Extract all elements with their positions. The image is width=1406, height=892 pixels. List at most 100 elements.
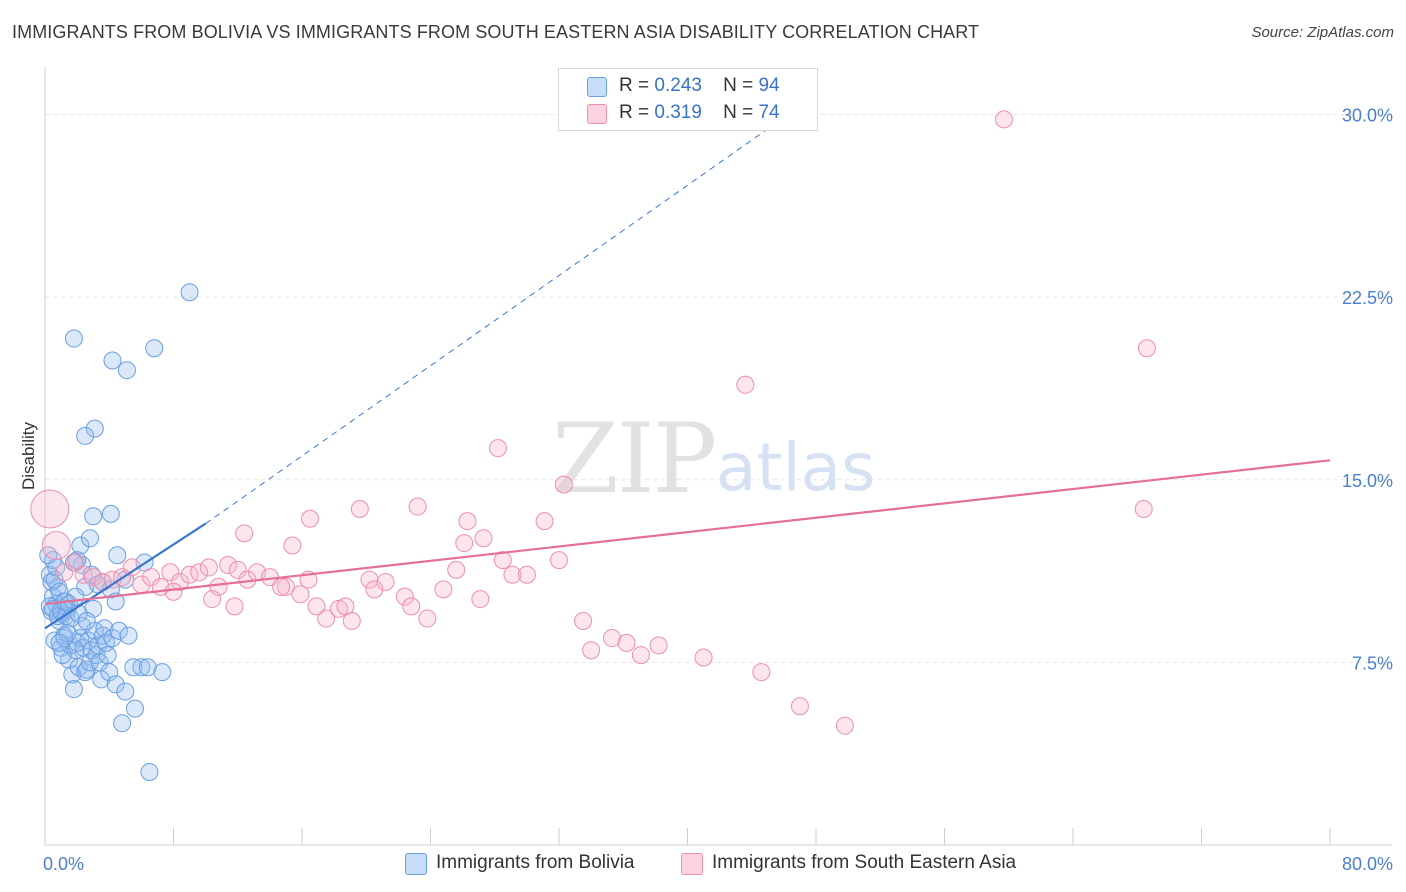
data-point xyxy=(550,551,568,570)
data-point xyxy=(365,580,384,599)
data-point xyxy=(119,626,138,645)
legend-n-label: N = xyxy=(723,75,754,96)
series-bolivia xyxy=(39,283,199,781)
y-tick-label: 22.5% xyxy=(1342,288,1393,308)
axes xyxy=(44,67,1392,846)
trend-line xyxy=(44,522,207,630)
bottom-legend-swatch-bolivia xyxy=(405,853,427,875)
data-point xyxy=(694,648,713,667)
data-point xyxy=(170,573,189,592)
data-point xyxy=(434,580,453,599)
data-point xyxy=(317,609,336,628)
data-point xyxy=(71,536,90,555)
data-point xyxy=(109,621,128,640)
watermark-zip: ZIP xyxy=(552,403,715,515)
data-point xyxy=(617,633,636,652)
trend-line-extension xyxy=(205,94,817,524)
data-point xyxy=(474,529,493,548)
data-point xyxy=(161,563,180,582)
data-point xyxy=(80,529,99,548)
data-point xyxy=(30,489,70,529)
data-point xyxy=(574,611,593,630)
y-tick-label: 30.0% xyxy=(1342,106,1393,126)
data-point xyxy=(113,714,132,733)
data-point xyxy=(98,646,117,665)
data-point xyxy=(458,512,477,531)
watermark-atlas: atlas xyxy=(716,429,876,506)
data-point xyxy=(84,507,103,526)
data-point xyxy=(376,573,395,592)
data-point xyxy=(164,582,183,601)
data-point xyxy=(994,110,1013,129)
data-point xyxy=(125,699,144,718)
data-point xyxy=(835,716,854,735)
x-tick-label: 80.0% xyxy=(1342,854,1393,874)
data-point xyxy=(64,680,83,699)
data-point xyxy=(418,609,437,628)
data-point xyxy=(360,570,379,589)
legend-n-value: 94 xyxy=(758,75,780,96)
data-point xyxy=(503,565,522,584)
data-point xyxy=(736,375,755,394)
bottom-legend-label-sea: Immigrants from South Eastern Asia xyxy=(712,852,1017,873)
data-point xyxy=(41,531,71,561)
data-point xyxy=(203,590,222,609)
data-point xyxy=(116,682,135,701)
data-point xyxy=(493,551,512,570)
legend-n-label: N = xyxy=(723,102,754,123)
data-point xyxy=(582,641,601,660)
tick-labels: 7.5% 15.0% 22.5% 30.0% 0.0% 80.0% xyxy=(43,106,1393,874)
data-point xyxy=(117,361,136,380)
data-point xyxy=(1134,499,1153,518)
x-tick-label: 0.0% xyxy=(43,854,84,874)
y-tick-label: 15.0% xyxy=(1342,471,1393,491)
series-layer xyxy=(30,94,1331,781)
data-point xyxy=(66,587,85,606)
data-point xyxy=(1137,339,1156,358)
data-point xyxy=(106,675,125,694)
gridlines xyxy=(45,114,1392,663)
data-point xyxy=(235,524,254,543)
data-point xyxy=(395,587,414,606)
data-point xyxy=(336,597,355,616)
data-point xyxy=(103,629,122,648)
data-point xyxy=(140,762,159,781)
series-sea xyxy=(30,110,1156,735)
legend-r-value: 0.319 xyxy=(654,102,702,123)
data-point xyxy=(76,426,95,445)
data-point xyxy=(291,585,310,604)
data-point xyxy=(631,646,650,665)
data-point xyxy=(790,697,809,716)
legend: R = 0.243 N = 94 R = 0.319 N = 74 xyxy=(558,68,818,131)
data-point xyxy=(455,534,474,553)
data-point xyxy=(350,499,369,518)
legend-swatch-bolivia xyxy=(587,77,607,97)
legend-r-label: R = xyxy=(619,102,650,123)
data-point xyxy=(199,558,218,577)
legend-stats-bolivia: R = 0.243 N = 94 xyxy=(619,75,780,97)
data-point xyxy=(142,568,161,587)
data-point xyxy=(471,590,490,609)
data-point xyxy=(77,611,96,630)
data-point xyxy=(276,577,295,596)
data-point xyxy=(301,509,320,528)
data-point xyxy=(53,646,72,665)
legend-n-value: 74 xyxy=(758,102,780,123)
data-point xyxy=(283,536,302,555)
data-point xyxy=(402,597,421,616)
data-point xyxy=(85,419,104,438)
legend-r-label: R = xyxy=(619,75,650,96)
legend-r-value: 0.243 xyxy=(654,75,702,96)
data-point xyxy=(228,560,247,579)
data-point xyxy=(153,663,172,682)
data-point xyxy=(64,329,83,348)
y-tick-label: 7.5% xyxy=(1352,653,1393,673)
data-point xyxy=(603,629,622,648)
trend-line xyxy=(44,459,1331,606)
data-point xyxy=(124,658,143,677)
bottom-legend-label-bolivia: Immigrants from Bolivia xyxy=(436,852,635,873)
data-point xyxy=(408,497,427,516)
data-point xyxy=(138,658,157,677)
data-point xyxy=(108,546,127,565)
data-point xyxy=(101,504,120,523)
